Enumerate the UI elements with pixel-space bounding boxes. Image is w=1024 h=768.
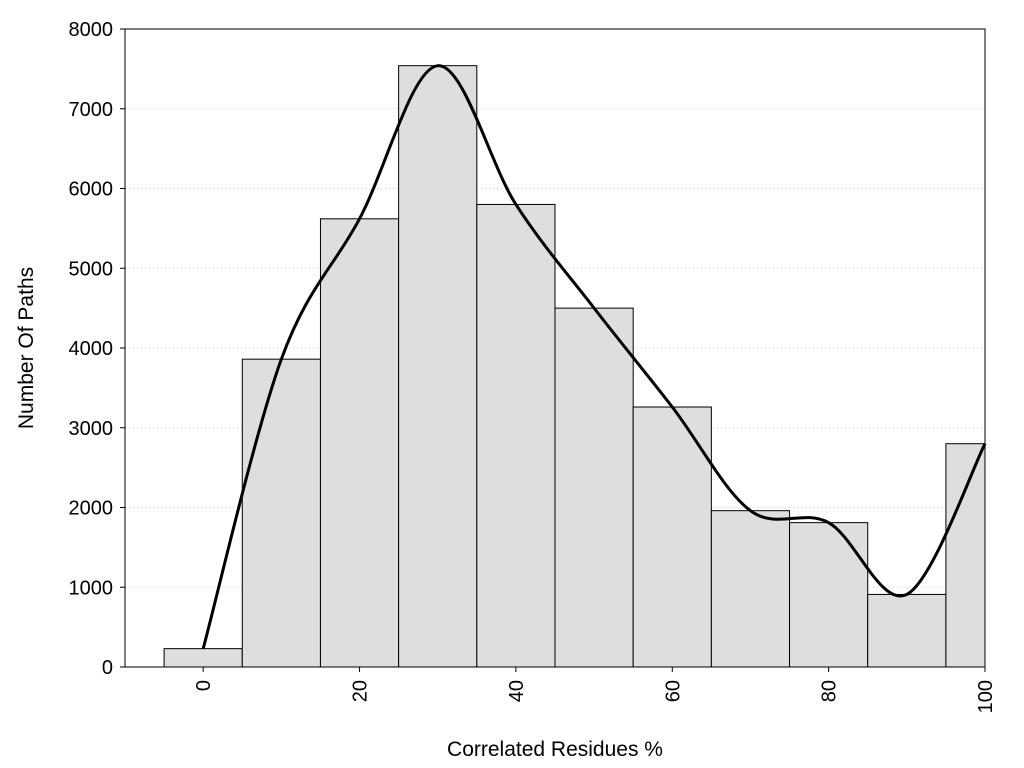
x-tick-label: 100 — [975, 680, 997, 713]
y-tick-label: 3000 — [69, 418, 114, 440]
histogram-bar — [945, 443, 986, 668]
x-tick-label: 0 — [193, 680, 215, 691]
y-tick-label: 6000 — [69, 179, 114, 201]
histogram-bar — [398, 65, 478, 668]
histogram-bar — [476, 203, 556, 668]
histogram-bar — [867, 593, 947, 668]
histogram-bar — [319, 218, 400, 668]
histogram-bar — [789, 522, 869, 668]
histogram-bar — [554, 307, 634, 668]
x-axis-title: Correlated Residues % — [447, 738, 663, 761]
y-tick-label: 1000 — [69, 577, 114, 599]
histogram-bar — [632, 406, 712, 668]
density-curve — [201, 64, 987, 650]
y-axis-title: Number Of Paths — [15, 267, 38, 429]
histogram-bar — [241, 358, 321, 668]
y-tick-label: 4000 — [69, 338, 114, 360]
histogram-bar — [163, 648, 243, 668]
y-tick-label: 0 — [102, 657, 113, 679]
x-tick-label: 60 — [662, 680, 684, 702]
x-tick-label: 80 — [819, 680, 841, 702]
histogram-bars — [163, 65, 986, 668]
histogram-bar — [710, 510, 791, 668]
y-tick-label: 5000 — [69, 258, 114, 280]
y-tick-label: 8000 — [69, 19, 114, 41]
y-tick-label: 2000 — [69, 498, 114, 520]
y-tick-label: 7000 — [69, 99, 114, 121]
x-tick-label: 20 — [350, 680, 372, 702]
x-tick-label: 40 — [506, 680, 528, 702]
y-axis: 0 1000 2000 3000 4000 5000 6000 7000 8000 — [69, 19, 125, 679]
x-axis: 0 20 40 60 80 100 — [193, 667, 997, 713]
density-curve-line — [201, 64, 987, 650]
